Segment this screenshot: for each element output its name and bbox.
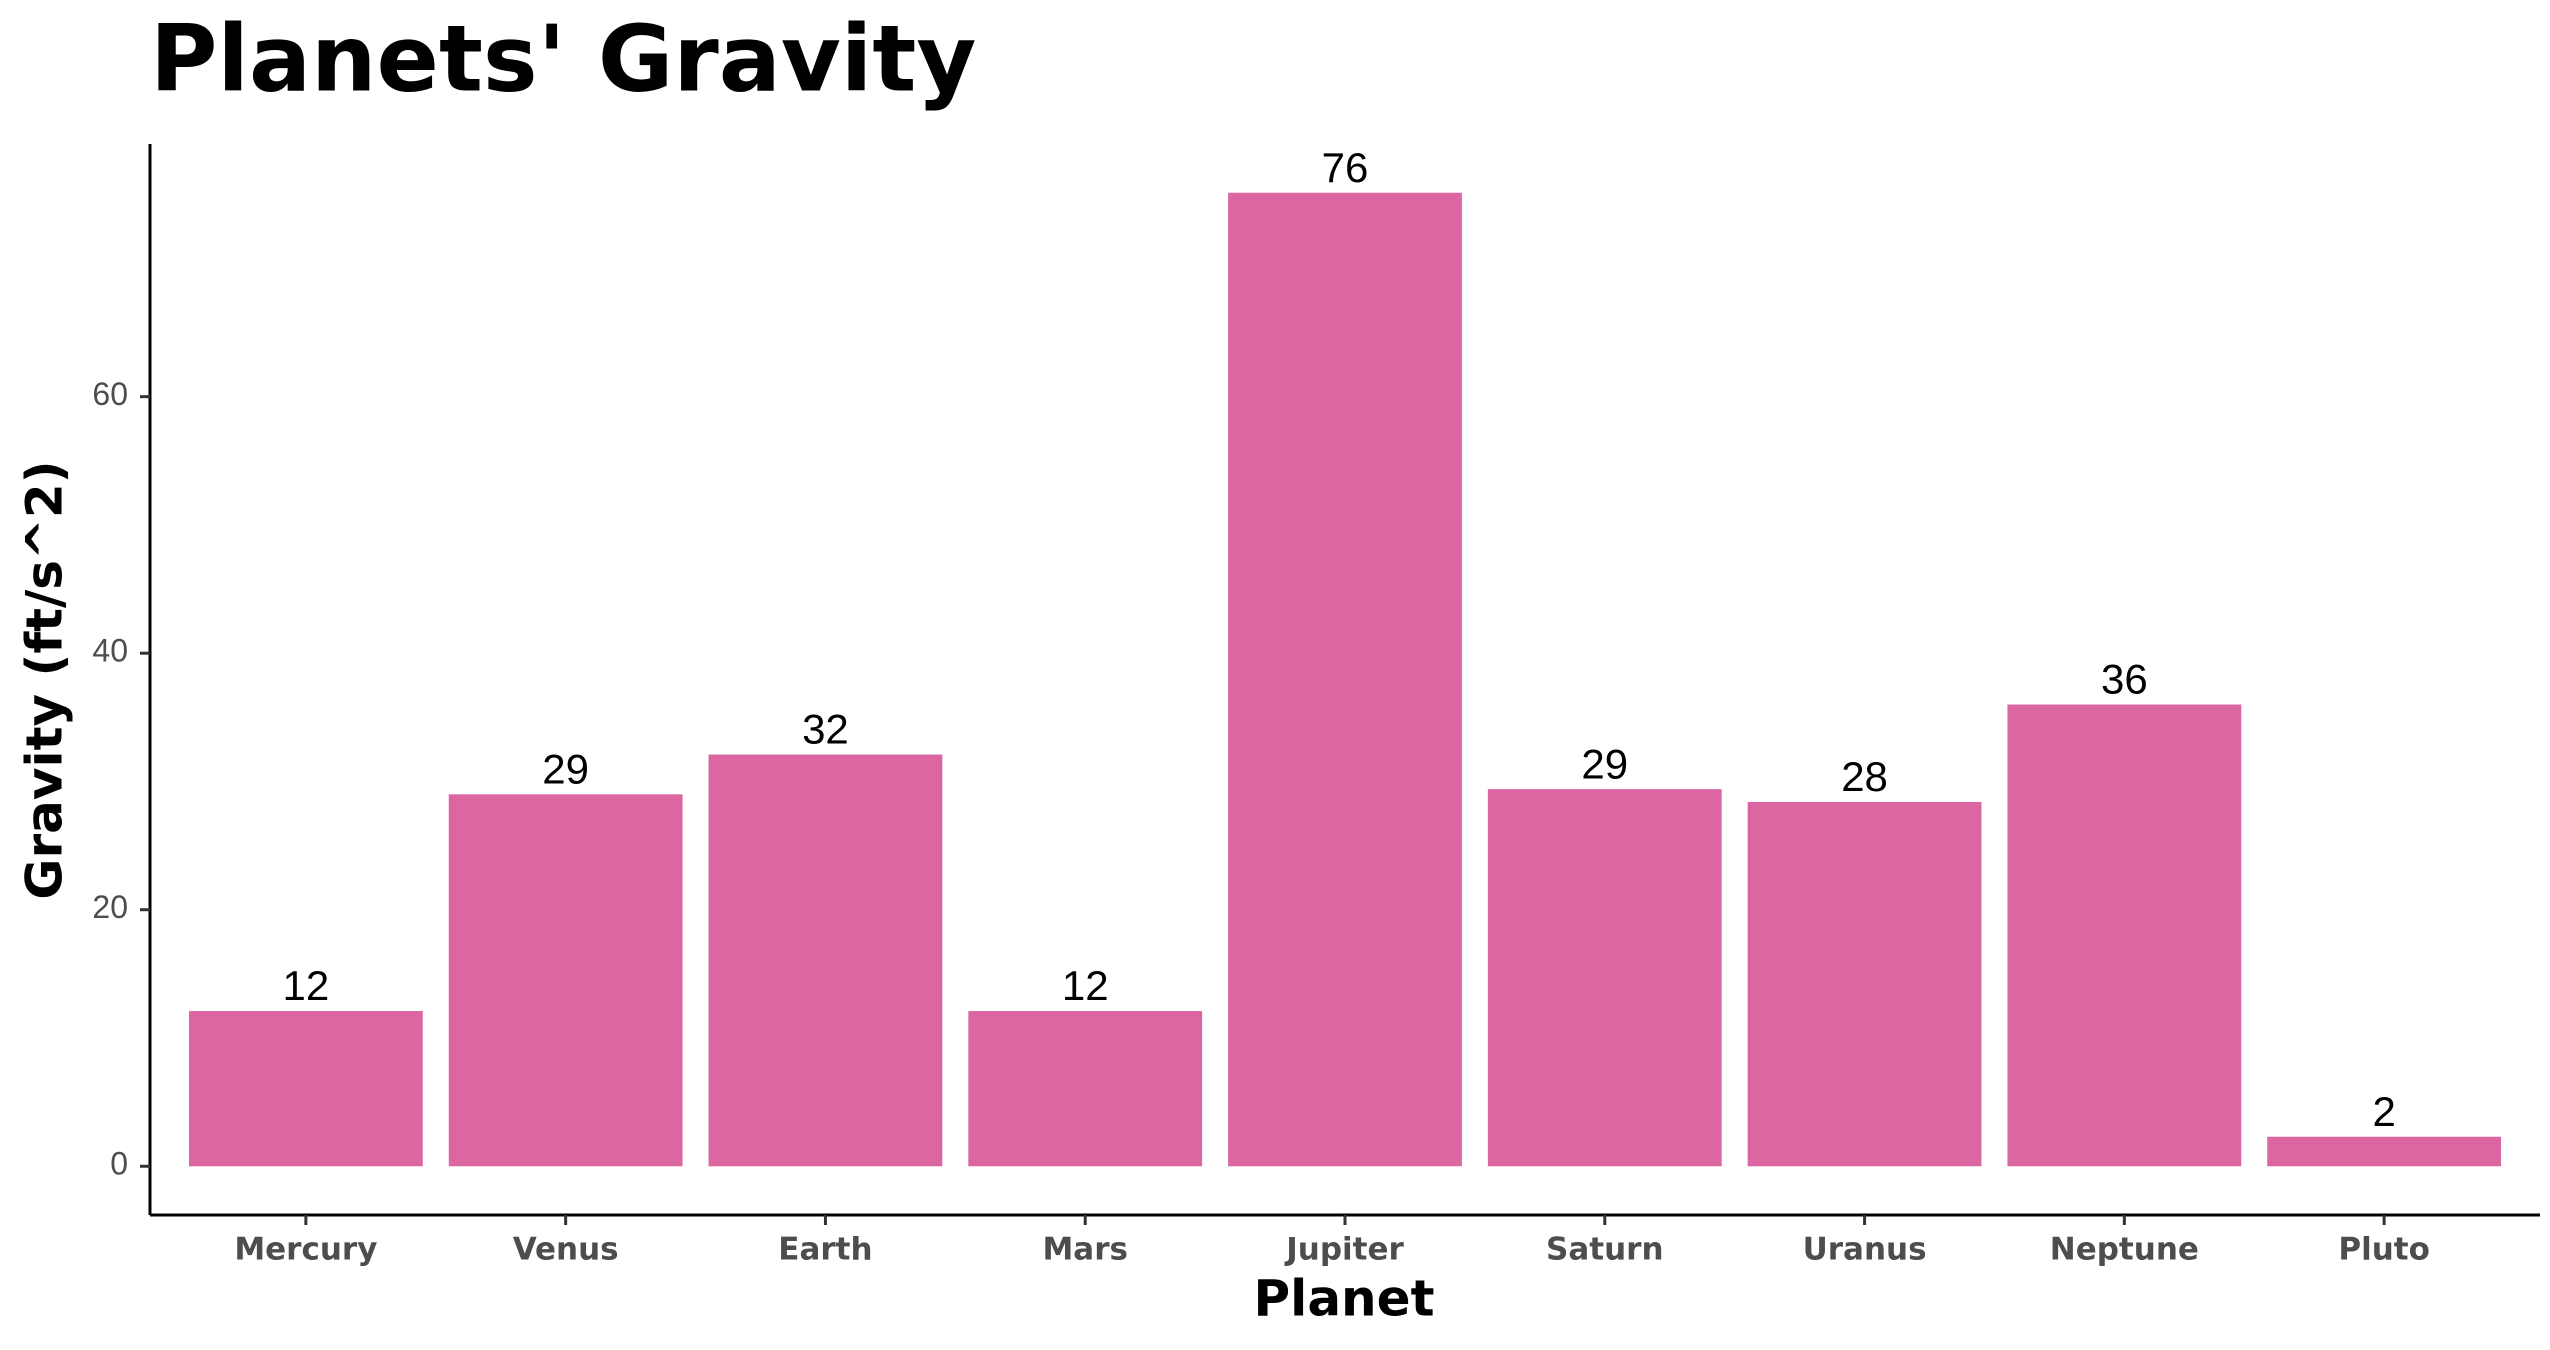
data-label: 29 <box>542 745 589 792</box>
data-label: 2 <box>2372 1088 2395 1135</box>
data-label: 12 <box>283 962 330 1009</box>
x-tick-label: Venus <box>513 1232 619 1268</box>
bar <box>968 1011 1203 1167</box>
bar <box>448 794 683 1167</box>
data-label: 76 <box>1322 144 1369 191</box>
x-tick-label: Mars <box>1042 1232 1128 1268</box>
data-label: 12 <box>1062 962 1109 1009</box>
bar <box>1487 789 1722 1167</box>
chart-title: Planets' Gravity <box>150 5 976 112</box>
y-tick-label: 60 <box>92 376 128 412</box>
y-axis-title: Gravity (ft/s^2) <box>16 460 74 899</box>
x-tick-label: Uranus <box>1803 1232 1927 1268</box>
x-tick-label: Earth <box>778 1232 872 1268</box>
bar <box>708 754 943 1167</box>
data-label: 29 <box>1581 740 1628 787</box>
x-tick-label: Mercury <box>234 1232 377 1268</box>
bar <box>1228 192 1462 1167</box>
bar <box>188 1011 423 1167</box>
bar <box>1747 801 1982 1167</box>
data-label: 28 <box>1841 753 1888 800</box>
data-label: 36 <box>2101 656 2148 703</box>
x-tick-label: Saturn <box>1546 1232 1664 1268</box>
x-tick-label: Jupiter <box>1284 1232 1404 1268</box>
y-tick-label: 20 <box>92 889 128 925</box>
x-axis-title: Planet <box>1254 1270 1435 1328</box>
y-tick-label: 0 <box>110 1146 128 1182</box>
y-tick-label: 40 <box>92 633 128 669</box>
x-tick-label: Neptune <box>2050 1232 2199 1268</box>
data-label: 32 <box>802 706 849 753</box>
bar <box>2267 1136 2502 1167</box>
x-tick-label: Pluto <box>2338 1232 2430 1268</box>
bar <box>2007 704 2242 1167</box>
